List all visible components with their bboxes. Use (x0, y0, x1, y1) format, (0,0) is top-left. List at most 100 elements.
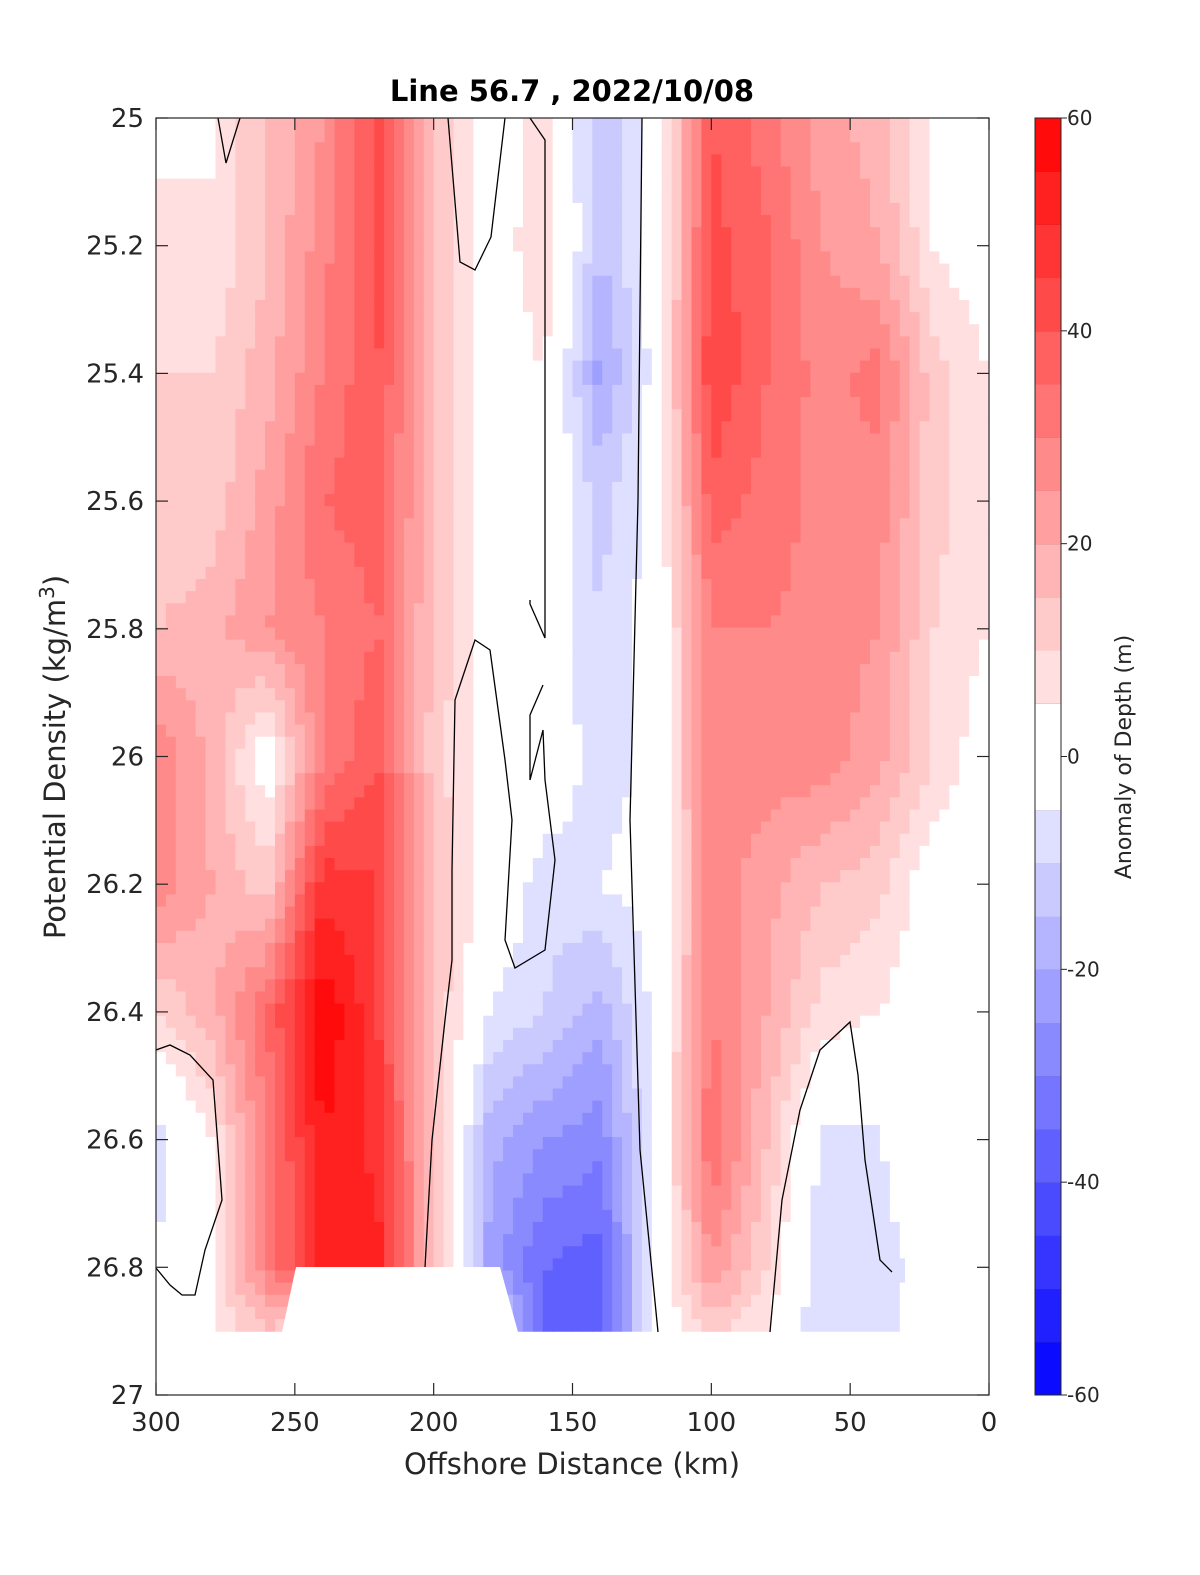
heatmap-cell (314, 239, 326, 253)
heatmap-cell (265, 299, 276, 313)
heatmap-cell (959, 518, 970, 532)
heatmap-cell (681, 336, 693, 350)
heatmap-cell (542, 239, 554, 253)
heatmap-cell (275, 202, 286, 216)
heatmap-cell (364, 251, 375, 265)
heatmap-cell (572, 312, 584, 325)
heatmap-cell (612, 579, 623, 592)
heatmap-cell (255, 785, 266, 798)
heatmap-cell (235, 433, 246, 447)
heatmap-cell (850, 142, 861, 155)
heatmap-cell (334, 299, 346, 313)
heatmap-cell (304, 639, 316, 653)
heatmap-cell (384, 433, 395, 447)
heatmap-cell (215, 724, 227, 738)
heatmap-cell (632, 299, 643, 313)
heatmap-cell (959, 299, 970, 313)
heatmap-cell (731, 445, 742, 459)
heatmap-cell (731, 202, 742, 216)
heatmap-cell (265, 676, 276, 689)
heatmap-cell (879, 566, 891, 580)
heatmap-cell (860, 263, 871, 277)
heatmap-cell (701, 312, 712, 325)
heatmap-cell (493, 348, 504, 362)
heatmap-cell (433, 785, 445, 798)
heatmap-cell (751, 530, 762, 544)
heatmap-cell (840, 360, 851, 374)
heatmap-cell (949, 178, 960, 192)
heatmap-cell (959, 676, 970, 689)
heatmap-cell (483, 542, 494, 556)
heatmap-cell (701, 663, 712, 677)
heatmap-cell (979, 251, 989, 265)
heatmap-cell (850, 202, 861, 216)
heatmap-cell (721, 469, 732, 483)
heatmap-cell (532, 190, 544, 204)
heatmap-cell (770, 603, 782, 616)
heatmap-cell (493, 397, 504, 410)
heatmap-cell (889, 773, 901, 786)
heatmap-cell (582, 506, 593, 519)
heatmap-cell (304, 651, 316, 665)
heatmap-cell (374, 178, 385, 192)
heatmap-cell (384, 748, 395, 762)
heatmap-cell (275, 275, 286, 289)
heatmap-cell (711, 202, 722, 216)
heatmap-cell (324, 688, 336, 701)
heatmap-cell (969, 627, 980, 641)
heatmap-cell (165, 615, 177, 629)
heatmap-cell (522, 712, 534, 726)
heatmap-cell (394, 785, 405, 798)
heatmap-cell (364, 360, 375, 374)
heatmap-cell (661, 166, 673, 180)
heatmap-cell (671, 348, 683, 362)
heatmap-cell (165, 566, 177, 580)
heatmap-cell (879, 154, 891, 168)
heatmap-cell (195, 809, 207, 823)
heatmap-cell (671, 130, 683, 143)
heatmap-cell (304, 130, 316, 143)
heatmap-cell (979, 785, 989, 798)
heatmap-cell (215, 615, 227, 629)
heatmap-cell (304, 397, 316, 410)
heatmap-cell (394, 627, 405, 641)
heatmap-cell (275, 336, 286, 350)
heatmap-cell (463, 372, 474, 386)
heatmap-cell (780, 554, 792, 568)
heatmap-cell (334, 142, 346, 155)
heatmap-cell (483, 336, 494, 350)
heatmap-cell (433, 639, 445, 653)
heatmap-cell (810, 312, 822, 325)
heatmap-cell (433, 481, 445, 495)
heatmap-cell (394, 724, 405, 738)
heatmap-cell (681, 639, 693, 653)
heatmap-cell (919, 263, 931, 277)
heatmap-cell (413, 736, 425, 750)
heatmap-cell (562, 312, 574, 325)
heatmap-cell (205, 603, 217, 616)
heatmap-cell (324, 227, 336, 240)
heatmap-cell (562, 530, 574, 544)
heatmap-cell (443, 748, 455, 762)
heatmap-cell (939, 384, 950, 398)
heatmap-cell (780, 190, 792, 204)
heatmap-cell (413, 712, 425, 726)
heatmap-cell (225, 530, 236, 544)
heatmap-cell (840, 566, 851, 580)
heatmap-cell (899, 494, 911, 507)
heatmap-cell (394, 263, 405, 277)
heatmap-cell (334, 554, 346, 568)
heatmap-cell (522, 676, 534, 689)
heatmap-cell (235, 348, 246, 362)
heatmap-cell (235, 481, 246, 495)
heatmap-cell (483, 809, 494, 823)
heatmap-cell (979, 215, 989, 228)
heatmap-cell (552, 130, 564, 143)
heatmap-cell (850, 397, 861, 410)
heatmap-cell (850, 287, 861, 301)
heatmap-cell (671, 554, 683, 568)
heatmap-cell (443, 239, 455, 253)
heatmap-cell (760, 663, 772, 677)
heatmap-cell (255, 724, 266, 738)
heatmap-cell (324, 748, 336, 762)
